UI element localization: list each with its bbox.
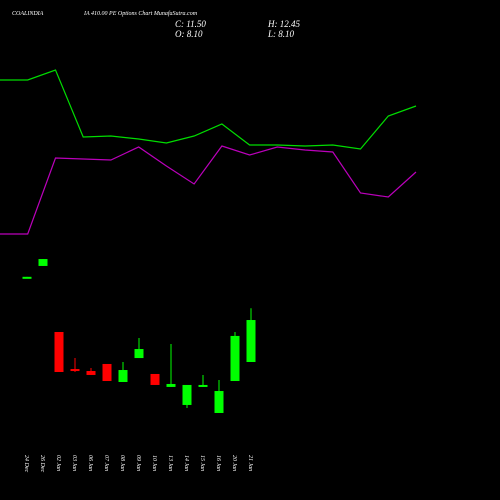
x-tick-label: 16 Jan	[215, 455, 221, 471]
candle-body	[150, 373, 160, 385]
candle-body	[198, 384, 208, 387]
candle-body	[134, 349, 144, 359]
candle-body	[214, 391, 224, 413]
chart-subtitle: IA 410.00 PE Options Chart MunafaSutra.c…	[83, 10, 198, 17]
candle-body	[54, 332, 64, 372]
line-series	[0, 145, 417, 235]
candle-body	[86, 371, 96, 375]
x-tick-label: 02 Jan	[55, 455, 61, 471]
x-tick-label: 07 Jan	[103, 455, 109, 471]
x-tick-label: 10 Jan	[151, 455, 157, 471]
stat-high: H: 12.45	[267, 19, 300, 29]
x-tick-label: 08 Jan	[119, 455, 125, 471]
candle-body	[70, 369, 80, 372]
x-tick-label: 21 Jan	[247, 455, 253, 471]
candle-body	[102, 363, 112, 382]
x-tick-label: 15 Jan	[199, 455, 205, 471]
candle-body	[182, 384, 192, 405]
candle-body	[38, 259, 48, 266]
stat-open: O: 8.10	[175, 29, 203, 39]
candle-body	[246, 320, 256, 362]
x-tick-label: 13 Jan	[167, 455, 173, 471]
x-tick-label: 09 Jan	[135, 455, 141, 471]
chart-title: COALINDIA	[12, 11, 44, 17]
candle-body	[230, 335, 240, 382]
candle-body	[166, 383, 176, 387]
x-tick-label: 24 Dec	[23, 455, 30, 472]
x-tick-label: 03 Jan	[71, 455, 77, 471]
candle-body	[118, 370, 128, 382]
line-series	[0, 69, 417, 150]
stat-close: C: 11.50	[175, 19, 206, 29]
candle-body	[22, 276, 32, 279]
x-tick-label: 20 Jan	[231, 455, 237, 471]
x-tick-label: 26 Dec	[39, 455, 45, 472]
x-tick-label: 14 Jan	[183, 455, 190, 471]
x-tick-label: 06 Jan	[87, 455, 93, 471]
stat-low: L: 8.10	[267, 29, 295, 39]
